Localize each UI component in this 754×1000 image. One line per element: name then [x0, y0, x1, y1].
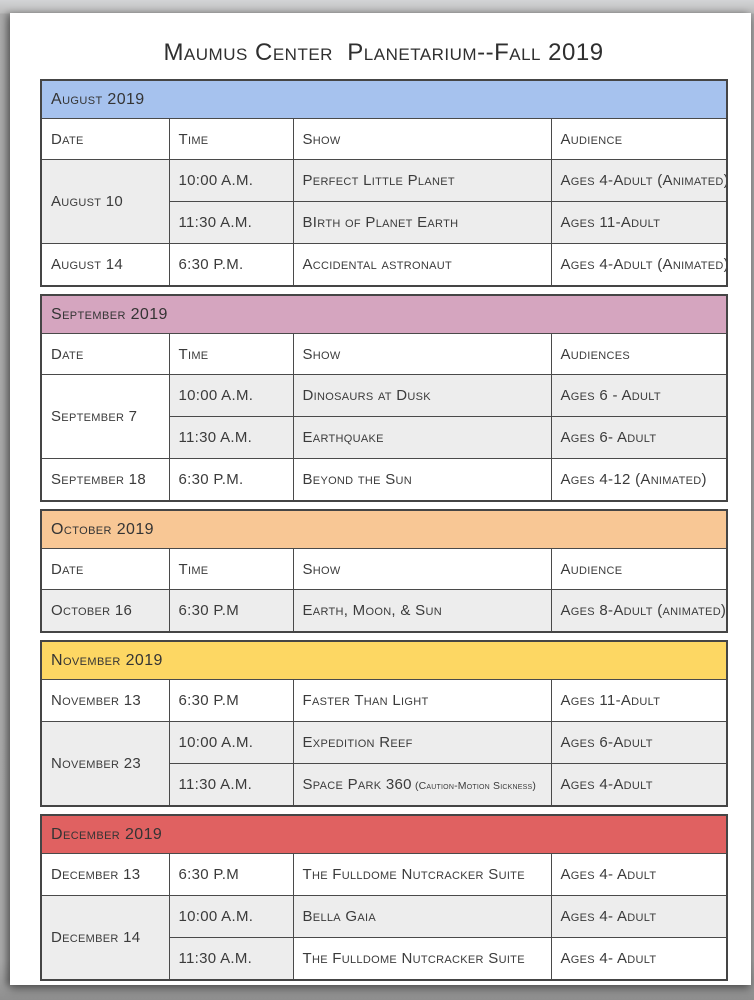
cell-time: 10:00 A.M.: [168, 721, 294, 764]
cell-audience: Ages 4- Adult: [550, 937, 728, 981]
cell-time: 10:00 A.M.: [168, 159, 294, 202]
cell-date: December 13: [40, 853, 170, 896]
column-header-show: Show: [292, 333, 552, 375]
cell-audience: Ages 4-Adult (Animated): [550, 159, 728, 202]
table-row: December 14 10:00 A.M. Bella Gaia Ages 4- A…: [40, 895, 728, 981]
cell-time: 6:30 P.M.: [168, 458, 294, 502]
column-header-row: Date Time Show Audience: [40, 118, 728, 160]
cell-audience: Ages 4- Adult: [550, 895, 728, 938]
month-banner-label: December 2019: [40, 814, 728, 854]
column-header-time: Time: [168, 118, 294, 160]
document-content: Maumus Center Planetarium--Fall 2019 Aug…: [10, 13, 751, 981]
cell-audience: Ages 11-Adult: [550, 679, 728, 722]
cell-show: Perfect Little Planet: [292, 159, 552, 202]
table-row: November 23 10:00 A.M. Expedition Reef Ages…: [40, 721, 728, 807]
table-row: September 7 10:00 A.M. Dinosaurs at Dusk Ag…: [40, 374, 728, 459]
column-header-row: Date Time Show Audience: [40, 548, 728, 590]
cell-time: 11:30 A.M.: [168, 416, 294, 459]
cell-show: Dinosaurs at Dusk: [292, 374, 552, 417]
cell-audience: Ages 4-Adult (Animated): [550, 243, 728, 287]
cell-audience: Ages 8-Adult (animated): [550, 589, 728, 633]
column-header-date: Date: [40, 333, 170, 375]
cell-time: 10:00 A.M.: [168, 374, 294, 417]
cell-show: Beyond the Sun: [292, 458, 552, 502]
cell-date: September 7: [40, 374, 170, 459]
column-header-show: Show: [292, 118, 552, 160]
column-header-audience: Audience: [550, 548, 728, 590]
column-header-time: Time: [168, 333, 294, 375]
cell-show: BIrth of Planet Earth: [292, 201, 552, 244]
month-banner-label: November 2019: [40, 640, 728, 680]
cell-audience: Ages 4- Adult: [550, 853, 728, 896]
cell-time: 6:30 P.M: [168, 853, 294, 896]
cell-show: Faster Than Light: [292, 679, 552, 722]
cell-time: 10:00 A.M.: [168, 895, 294, 938]
table-row: 11:30 A.M. The Fulldome Nutcracker Suite A…: [41, 937, 728, 981]
cell-time: 11:30 A.M.: [168, 201, 294, 244]
cell-audience: Ages 6- Adult: [550, 416, 728, 459]
table-row: August 14 6:30 P.M. Accidental astronaut Ag…: [40, 243, 728, 287]
table-row: August 10 10:00 A.M. Perfect Little Planet…: [40, 159, 728, 244]
column-header-audience: Audiences: [550, 333, 728, 375]
cell-date: August 10: [40, 159, 170, 244]
month-banner-row: September 2019: [40, 294, 728, 334]
month-table-september-2019: September 2019 Date Time Show Audiences Septe…: [40, 294, 729, 502]
month-table-august-2019: August 2019 Date Time Show Audience August 10…: [40, 79, 728, 287]
schedule-tables: August 2019 Date Time Show Audience August 10…: [40, 79, 729, 981]
cell-date: November 13: [40, 679, 170, 722]
cell-show: Accidental astronaut: [292, 243, 552, 287]
column-header-time: Time: [168, 548, 294, 590]
cell-audience: Ages 4-12 (Animated): [550, 458, 728, 502]
cell-audience: Ages 11-Adult: [550, 201, 728, 244]
cell-show: Space Park 360 (Caution-Motion Sickness): [292, 763, 552, 807]
cell-audience: Ages 4-Adult: [550, 763, 728, 807]
month-banner-row: October 2019: [40, 509, 728, 549]
cell-show: Bella Gaia: [292, 895, 552, 938]
month-banner-row: November 2019: [40, 640, 728, 680]
cell-date: November 23: [40, 721, 170, 807]
month-table-december-2019: December 2019 December 13 6:30 P.M The Full…: [40, 814, 729, 981]
table-row: 11:30 A.M. Space Park 360 (Caution-Motion…: [41, 763, 728, 807]
column-header-date: Date: [40, 548, 170, 590]
cell-time: 11:30 A.M.: [168, 763, 294, 807]
cell-audience: Ages 6 - Adult: [550, 374, 728, 417]
column-header-show: Show: [292, 548, 552, 590]
cell-show: Earth, Moon, & Sun: [292, 589, 552, 633]
cell-time: 6:30 P.M.: [168, 243, 294, 287]
table-row: 11:30 A.M. BIrth of Planet Earth Ages 11-A…: [41, 201, 728, 244]
cell-show: The Fulldome Nutcracker Suite: [292, 937, 552, 981]
cell-date: December 14: [40, 895, 170, 981]
month-banner-row: December 2019: [40, 814, 728, 854]
month-banner-label: October 2019: [40, 509, 728, 549]
show-caution-note: (Caution-Motion Sickness): [411, 780, 537, 792]
page-title: Maumus Center Planetarium--Fall 2019: [163, 39, 604, 66]
month-banner-row: August 2019: [40, 79, 728, 119]
cell-show: Earthquake: [292, 416, 552, 459]
table-row: 11:30 A.M. Earthquake Ages 6- Adult: [41, 416, 728, 459]
month-table-november-2019: November 2019 November 13 6:30 P.M Faster T…: [40, 640, 728, 807]
table-row: September 18 6:30 P.M. Beyond the Sun Ages …: [40, 458, 728, 502]
month-table-october-2019: October 2019 Date Time Show Audience October …: [40, 509, 728, 633]
cell-date: October 16: [40, 589, 170, 633]
cell-date: August 14: [40, 243, 170, 287]
cell-show: Expedition Reef: [292, 721, 552, 764]
column-header-row: Date Time Show Audiences: [40, 333, 728, 375]
table-row: October 16 6:30 P.M Earth, Moon, & Sun Ages…: [40, 589, 728, 633]
cell-audience: Ages 6-Adult: [550, 721, 728, 764]
month-banner-label: August 2019: [40, 79, 728, 119]
table-row: December 13 6:30 P.M The Fulldome Nutcrack…: [40, 853, 728, 896]
cell-time: 6:30 P.M: [168, 679, 294, 722]
table-row: November 13 6:30 P.M Faster Than Light Ages…: [40, 679, 728, 722]
cell-time: 11:30 A.M.: [168, 937, 294, 981]
cell-time: 6:30 P.M: [168, 589, 294, 633]
document-page: Maumus Center Planetarium--Fall 2019 Aug…: [10, 13, 751, 985]
month-banner-label: September 2019: [40, 294, 728, 334]
column-header-date: Date: [40, 118, 170, 160]
column-header-audience: Audience: [550, 118, 728, 160]
cell-date: September 18: [40, 458, 170, 502]
cell-show: The Fulldome Nutcracker Suite: [292, 853, 552, 896]
